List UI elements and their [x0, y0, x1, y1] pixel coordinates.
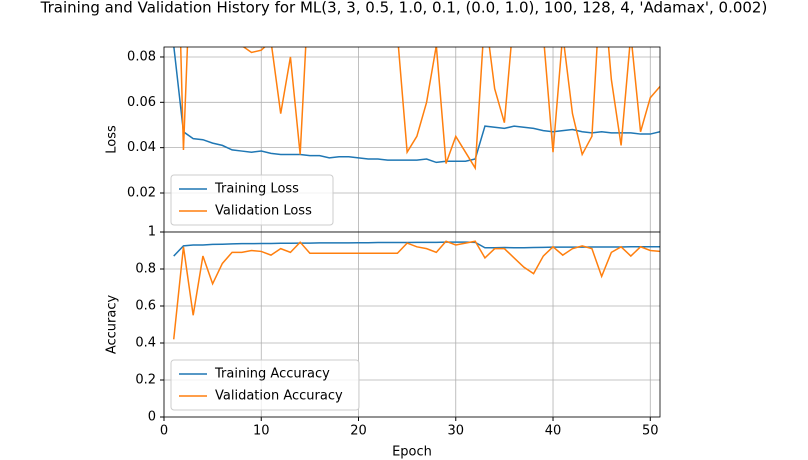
legend-label: Validation Accuracy — [215, 389, 343, 404]
x-tick-label: 0 — [160, 424, 168, 439]
y-tick-label: 0.08 — [127, 49, 156, 64]
legend-box — [170, 174, 334, 226]
axes: 0 10 20 30 40 50 0 0.2 0.4 0.6 0.8 1 Accuracy Epoch Tr… — [105, 225, 661, 460]
y-axis-label: Loss — [105, 125, 120, 154]
y-axis-label: Accuracy — [105, 295, 120, 355]
y-tick-label: 0.2 — [135, 373, 156, 388]
data-line — [173, 47, 660, 164]
legend-box — [170, 359, 360, 411]
axes-frame — [163, 231, 661, 418]
y-tick-label: 0 — [148, 410, 156, 425]
legend-label: Validation Loss — [215, 204, 312, 219]
x-axis-label: Epoch — [392, 445, 432, 460]
x-tick-label: 40 — [545, 424, 562, 439]
x-tick-label: 50 — [642, 424, 659, 439]
y-tick-label: 0.8 — [135, 262, 156, 277]
y-tick-label: 0.4 — [135, 336, 156, 351]
y-tick-label: 1 — [148, 225, 156, 240]
y-tick-label: 0.04 — [127, 140, 156, 155]
x-tick-label: 10 — [253, 424, 270, 439]
x-tick-label: 20 — [350, 424, 367, 439]
legend-label: Training Accuracy — [214, 367, 330, 382]
axes: 0.02 0.04 0.06 0.08 Loss Training Loss Validat… — [105, 46, 661, 236]
legend: Training Accuracy Validation Accuracy — [170, 359, 360, 411]
legend: Training Loss Validation Loss — [170, 174, 334, 226]
x-tick-label: 30 — [447, 424, 464, 439]
y-tick-label: 0.6 — [135, 299, 156, 314]
data-line — [172, 240, 660, 340]
legend-label: Training Loss — [214, 182, 299, 197]
data-line — [179, 47, 660, 171]
chart-title: Training and Validation History for ML(3… — [40, 0, 768, 17]
y-tick-label: 0.02 — [127, 186, 156, 201]
y-tick-label: 0.06 — [127, 95, 156, 110]
